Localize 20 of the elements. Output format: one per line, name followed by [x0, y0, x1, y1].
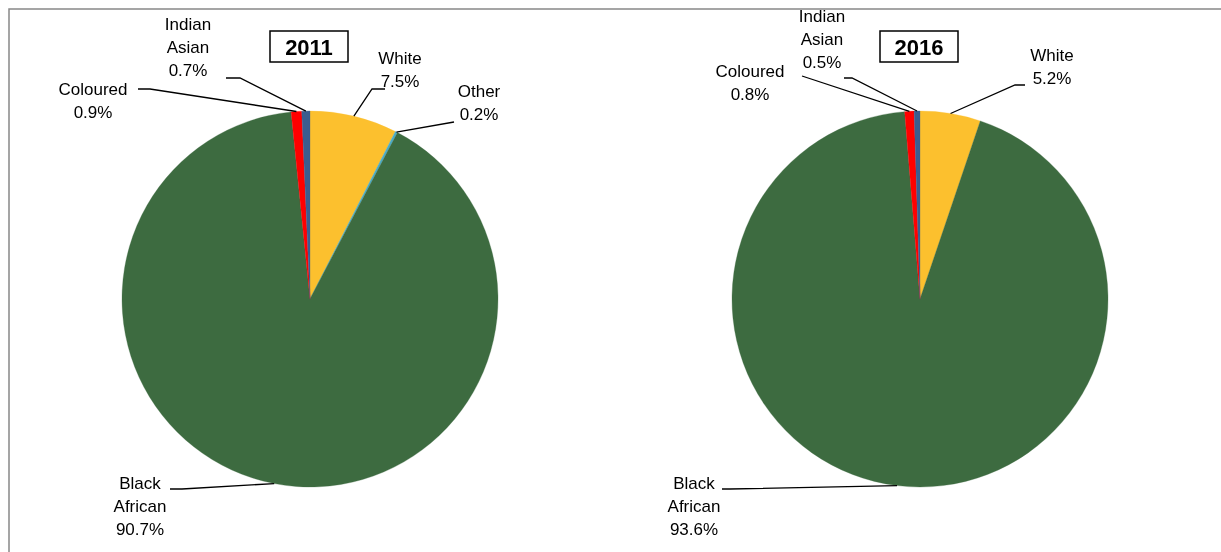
- slice-label: White: [378, 49, 422, 68]
- slice-label: Coloured: [58, 80, 128, 99]
- slice-label: Other: [457, 82, 501, 101]
- data-label: 0.8%: [730, 85, 770, 104]
- data-label: 0.5%: [802, 53, 842, 72]
- slice-label: Black African: [667, 474, 721, 516]
- data-label: 90.7%: [115, 520, 165, 539]
- data-label: 5.2%: [1032, 69, 1072, 88]
- slice-label: Coloured: [715, 62, 785, 81]
- data-label: 0.7%: [168, 61, 208, 80]
- data-label: 7.5%: [380, 72, 420, 91]
- slice-label: White: [1030, 46, 1074, 65]
- slice-label: Indian Asian: [164, 15, 212, 57]
- slice-label: Black African: [113, 474, 167, 516]
- text: 2011: [285, 35, 333, 60]
- data-label: 93.6%: [669, 520, 719, 539]
- text: 2016: [894, 35, 944, 60]
- data-label: 0.9%: [73, 103, 113, 122]
- slice-label: Indian Asian: [798, 7, 846, 49]
- data-label: 0.2%: [459, 105, 499, 124]
